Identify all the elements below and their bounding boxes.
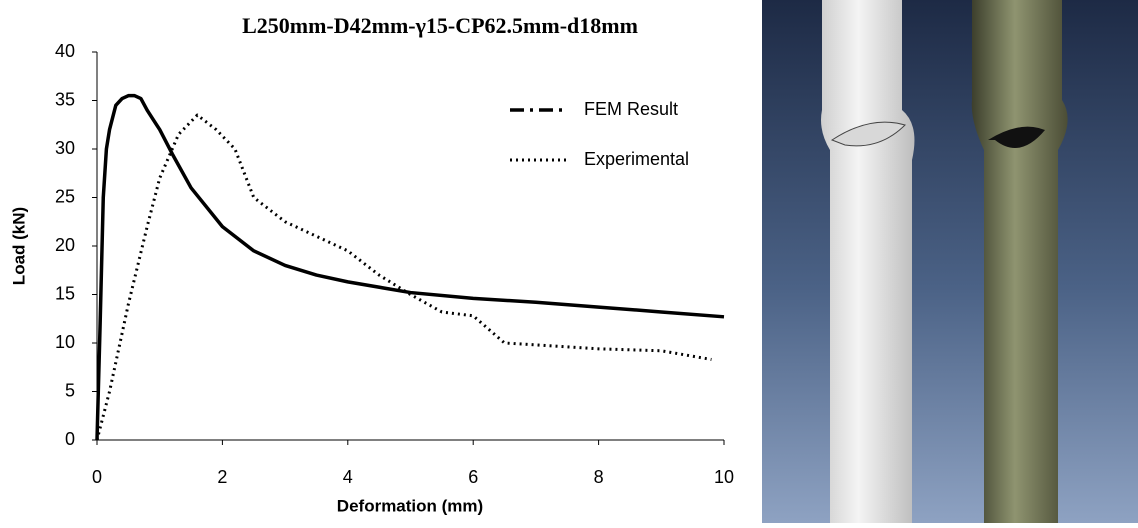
x-tick-label: 8 [594,467,604,487]
y-tick-label: 30 [55,138,75,158]
x-axis-label: Deformation (mm) [337,496,483,515]
legend-label: FEM Result [584,99,678,119]
x-tick-label: 10 [714,467,734,487]
y-tick-label: 5 [65,380,75,400]
y-tick-label: 0 [65,429,75,449]
y-tick-label: 35 [55,89,75,109]
data-line [95,93,725,441]
data-line [95,113,712,441]
y-tick-label: 20 [55,235,75,255]
x-tick-label: 6 [468,467,478,487]
chart-title: L250mm-D42mm-γ15-CP62.5mm-d18mm [242,13,638,38]
y-tick-label: 10 [55,332,75,352]
y-tick-label: 25 [55,186,75,206]
photo [762,0,1138,523]
x-tick-label: 4 [343,467,353,487]
x-tick-label: 0 [92,467,102,487]
y-tick-label: 15 [55,283,75,303]
y-axis-label: Load (kN) [9,207,28,285]
y-tick-label: 40 [55,41,75,61]
x-tick-label: 2 [217,467,227,487]
legend-label: Experimental [584,149,689,169]
